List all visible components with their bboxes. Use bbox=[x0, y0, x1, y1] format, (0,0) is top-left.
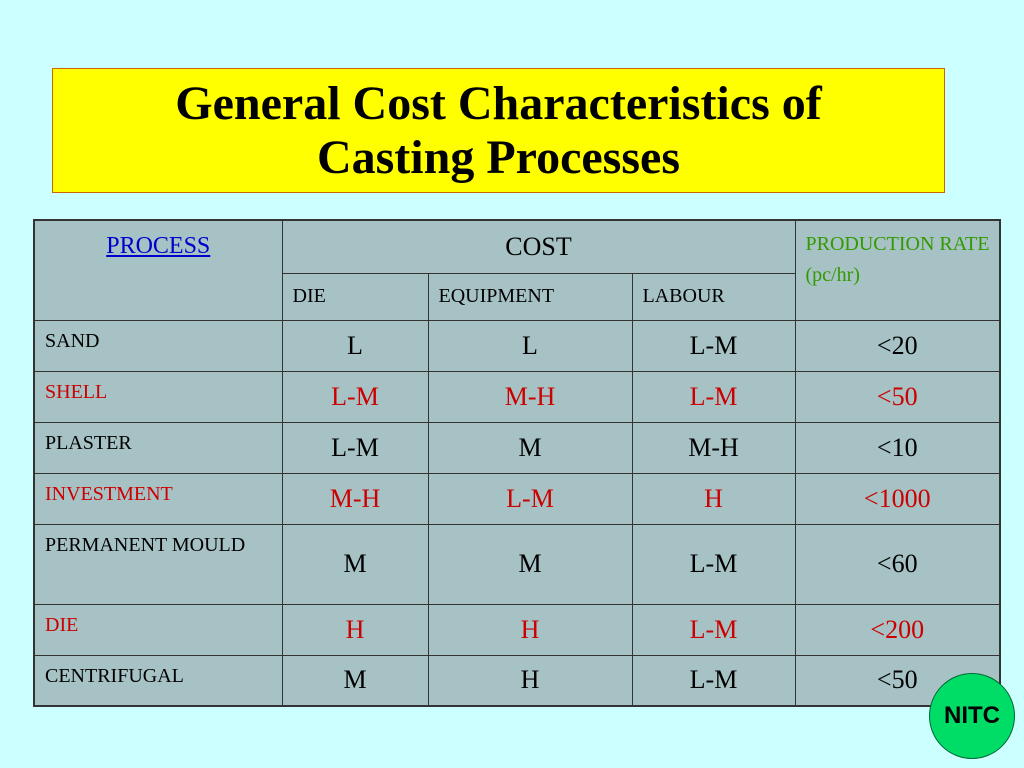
table-row: INVESTMENT M-H L-M H <1000 bbox=[33, 472, 1001, 525]
labour-cost-cell: H bbox=[631, 472, 796, 525]
labour-cost-cell: L-M bbox=[631, 370, 796, 423]
casting-cost-table: PROCESS COST PRODUCTION RATE (pc/hr) DIE… bbox=[33, 219, 1002, 707]
equipment-cost-cell: M-H bbox=[427, 370, 633, 423]
die-cost-cell: M bbox=[281, 654, 429, 707]
labour-cost-header: LABOUR bbox=[631, 272, 796, 321]
title-box: General Cost Characteristics of Casting … bbox=[52, 68, 945, 193]
labour-cost-cell: L-M bbox=[631, 523, 796, 605]
production-rate-cell: <60 bbox=[794, 523, 1001, 605]
labour-cost-cell: L-M bbox=[631, 603, 796, 656]
production-rate-cell: <10 bbox=[794, 421, 1001, 474]
equipment-cost-cell: L-M bbox=[427, 472, 633, 525]
equipment-cost-cell: H bbox=[427, 603, 633, 656]
table-row: SAND L L L-M <20 bbox=[33, 319, 1001, 372]
table-row: CENTRIFUGAL M H L-M <50 bbox=[33, 654, 1001, 707]
cost-header: COST bbox=[281, 219, 796, 274]
production-rate-header: PRODUCTION RATE (pc/hr) bbox=[794, 219, 1001, 321]
table-row: DIE H H L-M <200 bbox=[33, 603, 1001, 656]
process-cell: DIE bbox=[33, 603, 283, 656]
die-cost-cell: M-H bbox=[281, 472, 429, 525]
die-cost-cell: H bbox=[281, 603, 429, 656]
die-cost-cell: L-M bbox=[281, 370, 429, 423]
nitc-logo: NITC bbox=[929, 673, 1015, 759]
die-cost-cell: M bbox=[281, 523, 429, 605]
table-subheader-row: DIE EQUIPMENT LABOUR bbox=[34, 272, 1000, 321]
equipment-cost-cell: L bbox=[427, 319, 633, 372]
die-cost-cell: L-M bbox=[281, 421, 429, 474]
production-rate-cell: <1000 bbox=[794, 472, 1001, 525]
process-cell: SAND bbox=[33, 319, 283, 372]
slide-title-line-1: General Cost Characteristics of bbox=[175, 76, 822, 130]
labour-cost-cell: M-H bbox=[631, 421, 796, 474]
labour-cost-cell: L-M bbox=[631, 319, 796, 372]
equipment-cost-cell: M bbox=[427, 421, 633, 474]
production-rate-cell: <50 bbox=[794, 370, 1001, 423]
equipment-cost-cell: M bbox=[427, 523, 633, 605]
process-header[interactable]: PROCESS bbox=[33, 219, 283, 321]
slide-title-line-2: Casting Processes bbox=[316, 130, 681, 184]
equipment-cost-cell: H bbox=[427, 654, 633, 707]
equipment-cost-header: EQUIPMENT bbox=[427, 272, 633, 321]
production-rate-cell: <20 bbox=[794, 319, 1001, 372]
table-row: PERMANENT MOULD M M L-M <60 bbox=[33, 523, 1001, 605]
die-cost-header: DIE bbox=[281, 272, 429, 321]
labour-cost-cell: L-M bbox=[631, 654, 796, 707]
process-cell: CENTRIFUGAL bbox=[33, 654, 283, 707]
process-cell: PERMANENT MOULD bbox=[33, 523, 283, 605]
table-row: PLASTER L-M M M-H <10 bbox=[33, 421, 1001, 474]
process-cell: SHELL bbox=[33, 370, 283, 423]
die-cost-cell: L bbox=[281, 319, 429, 372]
process-cell: INVESTMENT bbox=[33, 472, 283, 525]
table-header-row: PROCESS COST PRODUCTION RATE (pc/hr) bbox=[33, 219, 1001, 321]
process-cell: PLASTER bbox=[33, 421, 283, 474]
production-rate-cell: <200 bbox=[794, 603, 1001, 656]
table-row: SHELL L-M M-H L-M <50 bbox=[33, 370, 1001, 423]
